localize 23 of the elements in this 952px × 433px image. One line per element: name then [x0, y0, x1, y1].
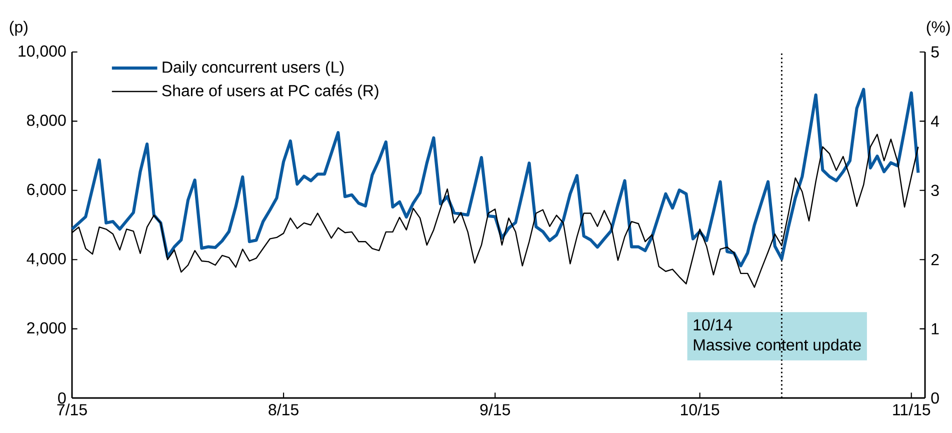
y-tick-label: 8,000 [27, 114, 66, 128]
y-tick-label: 4,000 [26, 252, 66, 266]
legend-label: Share of users at PC cafés (R) [162, 84, 378, 100]
annotation: 10/14 [694, 318, 732, 331]
y2-tick-label: 4 [930, 116, 940, 127]
legend-label: Daily concurrent users (L) [162, 61, 344, 76]
annotation: Massive content update [694, 338, 861, 354]
y2-tick-label: 1 [932, 323, 939, 334]
x-tick-label: 10/15 [681, 404, 720, 416]
y-axis-title: (p) [10, 20, 28, 36]
y-tick-label: 10,000 [18, 45, 66, 59]
x-tick-label: 8/15 [268, 404, 298, 416]
y2-tick-label: 2 [931, 254, 939, 266]
y2-tick-label: 0 [931, 392, 939, 404]
y-tick-label: 2,000 [27, 322, 66, 336]
x-tick-label: 11/15 [893, 404, 930, 416]
y-tick-label: 0 [58, 392, 66, 404]
y2-axis-title: (%) [926, 20, 950, 36]
x-tick-label: 9/15 [480, 404, 510, 416]
y2-tick-label: 3 [931, 184, 939, 196]
y2-tick-label: 5 [931, 46, 939, 58]
y-tick-label: 6,000 [27, 184, 66, 198]
x-tick-label: 7/15 [57, 404, 87, 416]
